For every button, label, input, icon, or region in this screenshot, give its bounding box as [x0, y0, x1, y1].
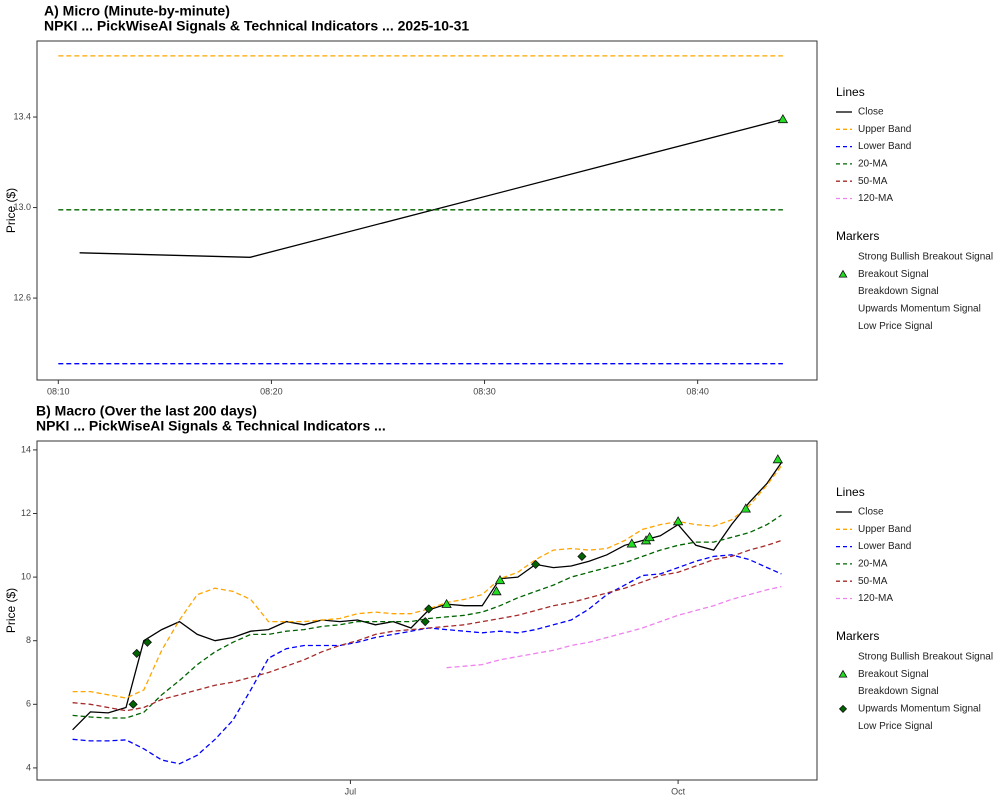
- signal-marker: [672, 516, 684, 526]
- legend-label: Breakout Signal: [858, 669, 929, 680]
- y-tick-label: 14: [21, 444, 31, 454]
- legend-label: Upper Band: [858, 124, 911, 135]
- signal-marker: [420, 617, 430, 627]
- signal-marker: [740, 503, 751, 513]
- signal-marker: [424, 604, 434, 614]
- legend-label: 50-MA: [858, 176, 888, 187]
- x-tick-label: 08:10: [47, 386, 70, 396]
- legend-label: Close: [858, 507, 884, 518]
- signal-marker: [531, 559, 541, 569]
- signal-marker: [626, 538, 637, 548]
- chart-subtitle: NPKI ... PickWiseAI Signals & Technical …: [44, 18, 469, 34]
- legend-title: Lines: [836, 485, 865, 499]
- signal-marker: [441, 598, 452, 608]
- legend-key: [838, 704, 848, 713]
- signal-marker: [644, 532, 655, 542]
- legend-label: 120-MA: [858, 193, 893, 204]
- legend-label: 120-MA: [858, 593, 893, 604]
- x-tick-label: 08:20: [260, 386, 283, 396]
- series-line: [72, 539, 782, 712]
- y-tick-label: 8: [26, 635, 31, 645]
- legend-label: 20-MA: [858, 159, 888, 170]
- y-tick-label: 4: [26, 762, 31, 772]
- series-line: [446, 585, 782, 669]
- chart-title: A) Micro (Minute-by-minute): [44, 3, 230, 19]
- legend-label: Lower Band: [858, 541, 911, 552]
- chart-subtitle: NPKI ... PickWiseAI Signals & Technical …: [36, 418, 386, 434]
- series-line: [72, 465, 782, 699]
- y-tick-label: 12: [21, 508, 31, 518]
- y-axis-title: Price ($): [4, 588, 18, 633]
- legend-label: Upper Band: [858, 524, 911, 535]
- plot-frame: [36, 40, 818, 381]
- signal-marker: [494, 574, 506, 585]
- series-line: [72, 554, 782, 765]
- y-tick-label: 12.6: [13, 292, 31, 302]
- signal-marker: [772, 454, 784, 464]
- legend-label: Lower Band: [858, 141, 911, 152]
- legend-label: Breakdown Signal: [858, 286, 939, 297]
- legend-label: Breakdown Signal: [858, 686, 939, 697]
- plot-frame: [36, 440, 818, 781]
- legend-label: Strong Bullish Breakout Signal: [858, 252, 993, 263]
- signal-marker: [132, 648, 142, 658]
- y-axis-title: Price ($): [4, 188, 18, 233]
- x-tick-label: Jul: [345, 786, 357, 796]
- legend-label: Upwards Momentum Signal: [858, 304, 981, 315]
- legend-title: Markers: [836, 629, 879, 643]
- x-tick-label: 08:30: [473, 386, 496, 396]
- legend-title: Markers: [836, 229, 879, 243]
- legend-label: Low Price Signal: [858, 721, 932, 732]
- y-tick-label: 13.4: [13, 111, 31, 121]
- y-tick-label: 6: [26, 699, 31, 709]
- x-tick-label: Oct: [671, 786, 686, 796]
- y-tick-label: 13.0: [13, 202, 31, 212]
- signal-marker: [128, 699, 138, 709]
- legend-label: Strong Bullish Breakout Signal: [858, 652, 993, 663]
- x-tick-label: 08:40: [686, 386, 709, 396]
- legend-label: Upwards Momentum Signal: [858, 704, 981, 715]
- series-line: [79, 118, 784, 258]
- signal-marker: [777, 113, 789, 124]
- series-line: [72, 462, 782, 731]
- legend-key: [838, 269, 848, 278]
- legend-label: Low Price Signal: [858, 321, 932, 332]
- legend-label: Close: [858, 107, 884, 118]
- legend-title: Lines: [836, 85, 865, 99]
- y-tick-label: 10: [21, 571, 31, 581]
- legend-label: 20-MA: [858, 559, 888, 570]
- signal-marker: [491, 586, 502, 596]
- chart-title: B) Macro (Over the last 200 days): [36, 403, 257, 419]
- legend-key: [838, 669, 848, 678]
- legend-label: Breakout Signal: [858, 269, 929, 280]
- legend-label: 50-MA: [858, 576, 888, 587]
- signal-marker: [577, 551, 587, 562]
- signal-marker: [142, 637, 152, 647]
- series-line: [72, 514, 782, 719]
